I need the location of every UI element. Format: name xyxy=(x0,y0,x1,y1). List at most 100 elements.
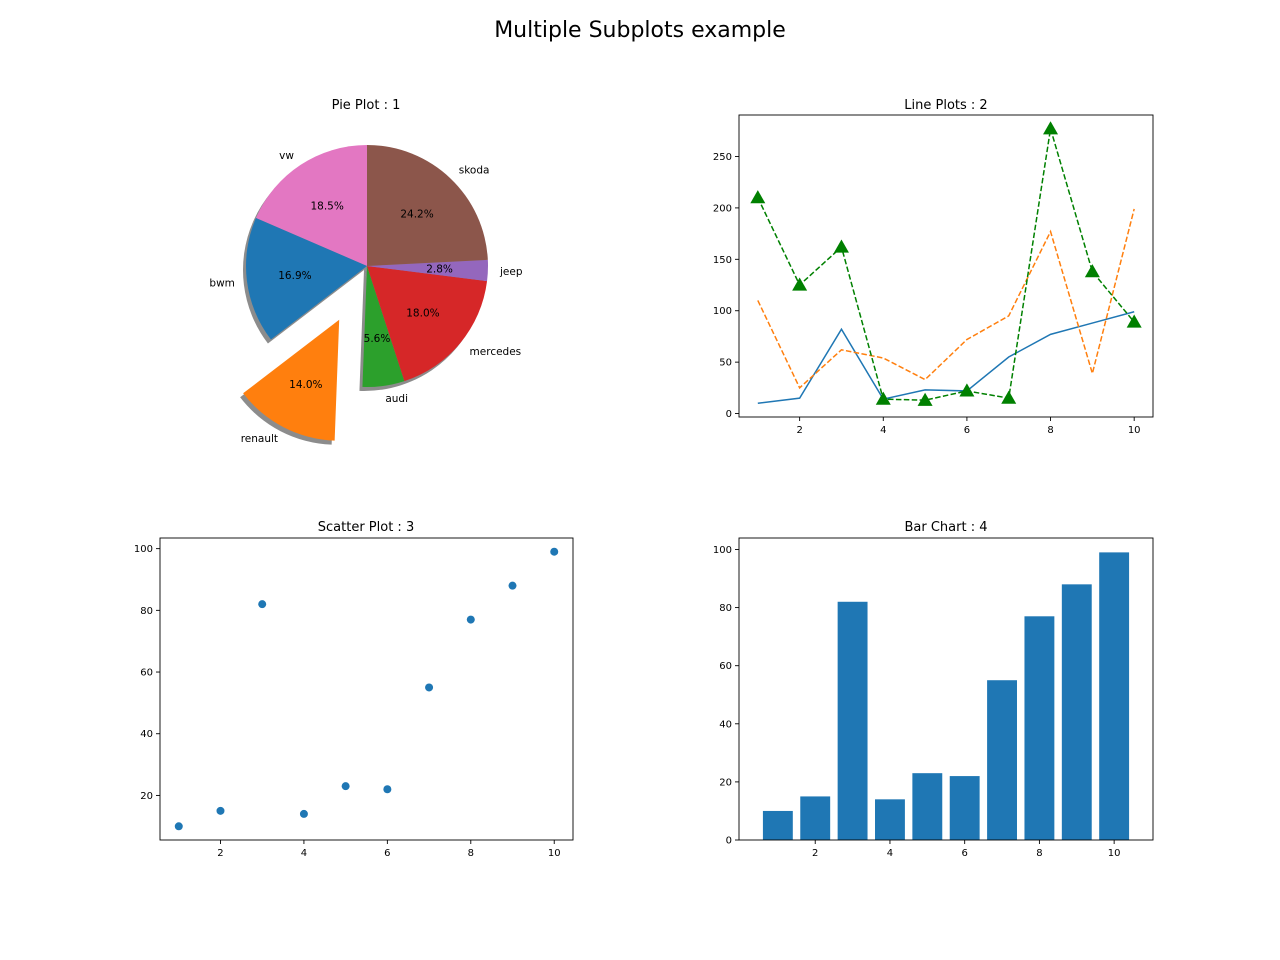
bar-title: Bar Chart : 4 xyxy=(904,520,987,535)
pie-label-skoda: skoda xyxy=(459,165,490,177)
scatter-point-2 xyxy=(216,806,225,815)
bar-7 xyxy=(987,680,1017,840)
pie-pct-renault: 14.0% xyxy=(289,379,322,391)
scatter-point-7 xyxy=(425,683,434,692)
line-ytick-label-150: 150 xyxy=(713,255,732,266)
line-ytick-label-250: 250 xyxy=(713,152,732,163)
pie-wedge-renault xyxy=(243,319,340,441)
line-xtick-label-2: 2 xyxy=(796,425,802,436)
scatter-point-9 xyxy=(508,581,517,590)
line-series-3-marker-9 xyxy=(1084,264,1100,278)
scatter-point-6 xyxy=(383,785,392,794)
pie-label-jeep: jeep xyxy=(499,266,523,278)
line-axes-frame xyxy=(738,114,1154,418)
scatter-xtick-label-8: 8 xyxy=(468,848,474,859)
line-ytick-label-100: 100 xyxy=(713,306,732,317)
pie-pct-audi: 5.6% xyxy=(364,333,391,345)
pie-title: Pie Plot : 1 xyxy=(332,98,401,113)
line-series-3-marker-8 xyxy=(1043,121,1059,135)
line-series-3-marker-7 xyxy=(1001,390,1017,404)
line-xtick-label-10: 10 xyxy=(1128,425,1141,436)
bar-xtick-label-2: 2 xyxy=(812,848,818,859)
bar-plot-area xyxy=(762,552,1130,840)
scatter-xtick-label-6: 6 xyxy=(384,848,390,859)
scatter-xtick-label-10: 10 xyxy=(548,848,561,859)
pie-pct-mercedes: 18.0% xyxy=(406,307,439,319)
bar-xtick-label-6: 6 xyxy=(961,848,967,859)
scatter-ytick-label-100: 100 xyxy=(134,544,153,555)
pie-pct-vw: 18.5% xyxy=(310,200,343,212)
scatter-point-8 xyxy=(466,615,475,624)
bar-6 xyxy=(949,776,980,840)
line-series-3-marker-2 xyxy=(792,277,808,291)
bar-ytick-label-100: 100 xyxy=(713,545,732,556)
scatter-point-5 xyxy=(341,782,350,791)
bar-xtick-label-8: 8 xyxy=(1036,848,1042,859)
bar-ytick-label-40: 40 xyxy=(719,719,732,730)
scatter-ytick-label-40: 40 xyxy=(140,729,153,740)
bar-xtick-label-4: 4 xyxy=(887,848,893,859)
bar-ytick-label-80: 80 xyxy=(719,603,732,614)
scatter-ticks: 2 4 6 8 10 20 40 60 80 100 xyxy=(134,544,561,859)
pie-labels: vw 18.5% bwm 16.9% renault 14.0% audi 5.6% merce… xyxy=(209,150,522,445)
pie-label-bwm: bwm xyxy=(209,277,234,289)
line-ytick-label-0: 0 xyxy=(726,409,732,420)
pie-wedge-bwm xyxy=(245,217,367,340)
bar-8 xyxy=(1024,616,1055,840)
line-series-2 xyxy=(757,208,1135,390)
scatter-xtick-label-4: 4 xyxy=(301,848,307,859)
scatter-axes-frame xyxy=(159,537,574,841)
scatter-point-3 xyxy=(258,600,267,609)
line-xtick-label-4: 4 xyxy=(880,425,886,436)
bar-3 xyxy=(837,601,868,840)
scatter-plot-area xyxy=(174,547,559,831)
scatter-point-10 xyxy=(550,547,559,556)
bar-9 xyxy=(1061,584,1092,840)
line-ytick-label-200: 200 xyxy=(713,203,732,214)
figure-title: Multiple Subplots example xyxy=(494,18,786,43)
pie-label-vw: vw xyxy=(279,150,294,162)
line-ytick-label-50: 50 xyxy=(719,358,732,369)
bar-axes-frame xyxy=(738,537,1154,841)
bar-4 xyxy=(875,799,905,840)
scatter-ytick-label-20: 20 xyxy=(140,791,153,802)
pie-wedge-mercedes xyxy=(367,266,488,382)
scatter-ytick-label-80: 80 xyxy=(140,606,153,617)
scatter-title: Scatter Plot : 3 xyxy=(318,520,414,535)
line-series-3-marker-3 xyxy=(833,239,849,253)
line-series-3-marker-6 xyxy=(959,383,975,397)
bar-ytick-label-20: 20 xyxy=(719,777,732,788)
line-series-1 xyxy=(757,311,1135,405)
scatter-ytick-label-60: 60 xyxy=(140,668,153,679)
pie-label-renault: renault xyxy=(241,433,278,445)
scatter-chart-panel: Scatter Plot : 3 2 4 6 8 10 20 40 60 80 100 xyxy=(134,520,574,859)
pie-wedges xyxy=(243,145,488,441)
line-series-3-marker-5 xyxy=(917,392,933,406)
pie-chart-panel: Pie Plot : 1 vw 18.5% bwm 16.9% renault 14.0%… xyxy=(209,98,522,445)
bar-1 xyxy=(762,810,793,840)
line-xtick-label-6: 6 xyxy=(964,425,970,436)
line-title: Line Plots : 2 xyxy=(904,98,987,113)
line-xtick-label-8: 8 xyxy=(1047,425,1053,436)
line-series-3-marker-10 xyxy=(1126,314,1142,328)
line-series-3-marker-4 xyxy=(875,391,891,405)
pie-label-mercedes: mercedes xyxy=(470,346,522,358)
scatter-point-1 xyxy=(174,822,183,831)
scatter-xtick-label-2: 2 xyxy=(217,848,223,859)
bar-xtick-label-10: 10 xyxy=(1108,848,1121,859)
pie-wedge-skoda xyxy=(367,145,488,266)
bar-ytick-label-0: 0 xyxy=(726,836,732,847)
bar-ytick-label-60: 60 xyxy=(719,661,732,672)
pie-wedge-audi xyxy=(362,266,405,387)
pie-pct-bwm: 16.9% xyxy=(278,270,311,282)
bar-10 xyxy=(1099,552,1130,840)
pie-pct-skoda: 24.2% xyxy=(400,208,433,220)
pie-wedge-vw xyxy=(255,145,367,266)
bar-2 xyxy=(800,796,831,840)
pie-pct-jeep: 2.8% xyxy=(426,264,453,276)
